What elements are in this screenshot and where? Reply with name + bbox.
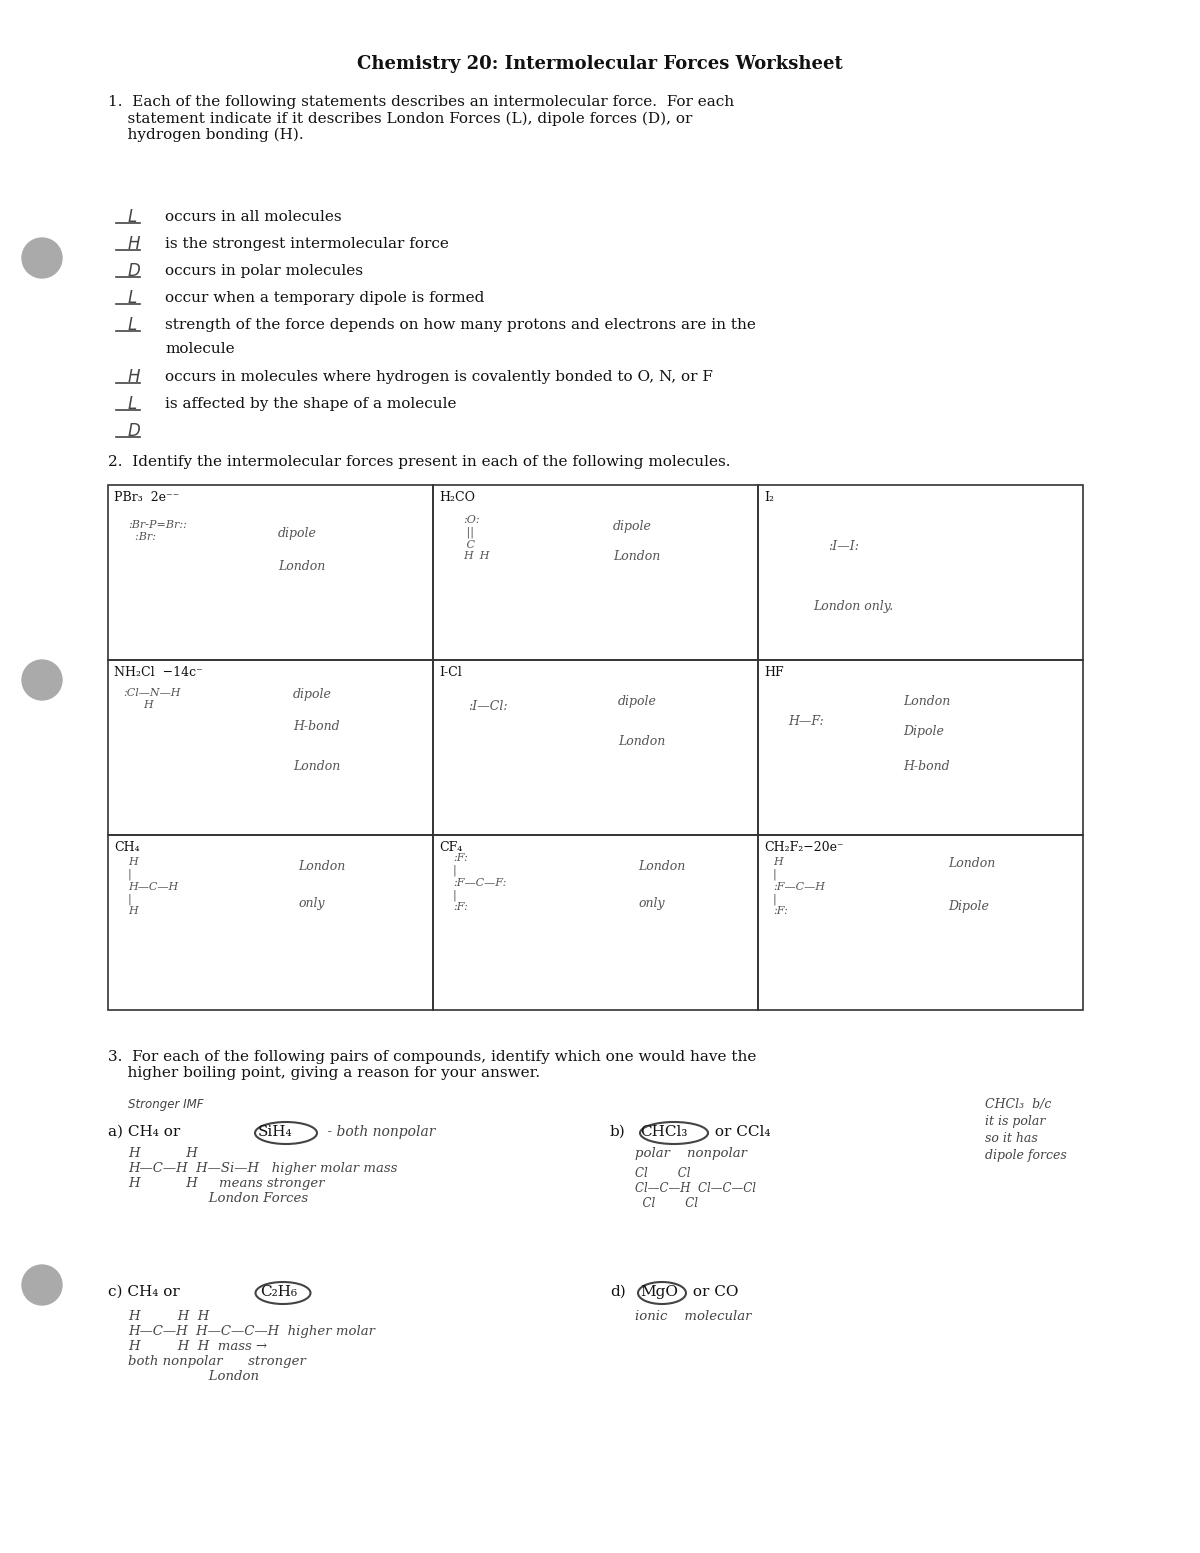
- Text: so it has: so it has: [985, 1132, 1038, 1145]
- Text: London: London: [298, 860, 346, 873]
- Text: MgO: MgO: [640, 1284, 678, 1298]
- Text: CF₄: CF₄: [439, 842, 462, 854]
- Text: is affected by the shape of a molecule: is affected by the shape of a molecule: [166, 398, 456, 412]
- Text: CH₄: CH₄: [114, 842, 139, 854]
- Text: H-bond: H-bond: [293, 721, 340, 733]
- Text: H
|
:F—C—H
|
:F:: H | :F—C—H | :F:: [773, 857, 826, 916]
- Text: polar    nonpolar: polar nonpolar: [635, 1148, 746, 1160]
- Text: London: London: [618, 735, 665, 749]
- Bar: [108, 836, 433, 1009]
- Text: :I—I:: :I—I:: [828, 540, 859, 553]
- Text: Stronger IMF: Stronger IMF: [128, 1098, 204, 1110]
- Text: Dipole: Dipole: [904, 725, 944, 738]
- Text: London: London: [638, 860, 685, 873]
- Text: London: London: [904, 696, 950, 708]
- Text: only: only: [638, 898, 665, 910]
- Text: 1.  Each of the following statements describes an intermolecular force.  For eac: 1. Each of the following statements desc…: [108, 95, 734, 143]
- Text: Cl        Cl
Cl—C—H  Cl—C—Cl
  Cl        Cl: Cl Cl Cl—C—H Cl—C—Cl Cl Cl: [635, 1166, 756, 1210]
- Text: Chemistry 20: Intermolecular Forces Worksheet: Chemistry 20: Intermolecular Forces Work…: [358, 54, 842, 73]
- Text: C₂H₆: C₂H₆: [260, 1284, 298, 1298]
- Text: a) CH₄ or: a) CH₄ or: [108, 1124, 180, 1138]
- Text: :F:
|
:F—C—F:
|
:F:: :F: | :F—C—F: | :F:: [454, 853, 506, 913]
- Text: HF: HF: [764, 666, 784, 679]
- Text: :O:
 ||
 C
H  H: :O: || C H H: [463, 516, 490, 561]
- Bar: [758, 660, 1084, 836]
- Text: occurs in polar molecules: occurs in polar molecules: [166, 264, 364, 278]
- Text: dipole: dipole: [293, 688, 332, 700]
- Bar: [758, 485, 1084, 660]
- Text: NH₂Cl  −14c⁻: NH₂Cl −14c⁻: [114, 666, 203, 679]
- Text: only: only: [298, 898, 325, 910]
- Text: H-bond: H-bond: [904, 759, 949, 773]
- Text: is the strongest intermolecular force: is the strongest intermolecular force: [166, 238, 449, 252]
- Bar: [758, 836, 1084, 1009]
- Text: H         H  H
H—C—H  H—C—C—H  higher molar
H         H  H  mass →
both nonpolar: H H H H—C—H H—C—C—H higher molar H H H m…: [128, 1311, 374, 1384]
- Text: :Br-P=Br::
  :Br:: :Br-P=Br:: :Br:: [128, 520, 187, 542]
- Text: dipole: dipole: [618, 696, 656, 708]
- Bar: [108, 660, 433, 836]
- Text: 2.  Identify the intermolecular forces present in each of the following molecule: 2. Identify the intermolecular forces pr…: [108, 455, 731, 469]
- Text: strength of the force depends on how many protons and electrons are in the: strength of the force depends on how man…: [166, 318, 756, 332]
- Text: molecule: molecule: [166, 342, 235, 356]
- Text: occurs in molecules where hydrogen is covalently bonded to O, N, or F: occurs in molecules where hydrogen is co…: [166, 370, 713, 384]
- Text: H—F:: H—F:: [788, 714, 823, 728]
- Text: L: L: [128, 315, 137, 334]
- Text: dipole: dipole: [278, 526, 317, 540]
- Text: London: London: [613, 550, 660, 564]
- Text: London: London: [948, 857, 995, 870]
- Text: H: H: [128, 368, 140, 387]
- Text: dipole: dipole: [613, 520, 652, 533]
- Text: L: L: [128, 394, 137, 413]
- Text: London only.: London only.: [814, 599, 893, 613]
- Text: London: London: [293, 759, 341, 773]
- Bar: [433, 660, 758, 836]
- Text: dipole forces: dipole forces: [985, 1149, 1067, 1162]
- Text: Dipole: Dipole: [948, 901, 989, 913]
- Text: it is polar: it is polar: [985, 1115, 1045, 1127]
- Text: H           H
H—C—H  H—Si—H   higher molar mass
H           H     means stronger: H H H—C—H H—Si—H higher molar mass H H m…: [128, 1148, 397, 1205]
- Text: ionic    molecular: ionic molecular: [635, 1311, 751, 1323]
- Text: b): b): [610, 1124, 625, 1138]
- Text: :I—Cl:: :I—Cl:: [468, 700, 508, 713]
- Circle shape: [22, 238, 62, 278]
- Text: c) CH₄ or: c) CH₄ or: [108, 1284, 180, 1298]
- Bar: [433, 836, 758, 1009]
- Circle shape: [22, 660, 62, 700]
- Text: or CCl₄: or CCl₄: [710, 1124, 770, 1138]
- Text: PBr₃  2e⁻⁻: PBr₃ 2e⁻⁻: [114, 491, 179, 505]
- Text: or CO: or CO: [688, 1284, 738, 1298]
- Text: D: D: [128, 262, 140, 280]
- Text: H: H: [128, 235, 140, 253]
- Text: :Cl—N—H
      H: :Cl—N—H H: [124, 688, 180, 710]
- Text: L: L: [128, 208, 137, 227]
- Text: 3.  For each of the following pairs of compounds, identify which one would have : 3. For each of the following pairs of co…: [108, 1050, 756, 1081]
- Text: CHCl₃: CHCl₃: [640, 1124, 688, 1138]
- Text: I-Cl: I-Cl: [439, 666, 462, 679]
- Text: H
|
H—C—H
|
H: H | H—C—H | H: [128, 857, 179, 916]
- Text: occurs in all molecules: occurs in all molecules: [166, 210, 342, 224]
- Text: D: D: [128, 422, 140, 439]
- Bar: [108, 485, 433, 660]
- Text: CHCl₃  b/c: CHCl₃ b/c: [985, 1098, 1051, 1110]
- Text: occur when a temporary dipole is formed: occur when a temporary dipole is formed: [166, 290, 485, 304]
- Text: London: London: [278, 561, 325, 573]
- Text: - both nonpolar: - both nonpolar: [323, 1124, 436, 1138]
- Text: SiH₄: SiH₄: [258, 1124, 293, 1138]
- Text: H₂CO: H₂CO: [439, 491, 475, 505]
- Text: d): d): [610, 1284, 625, 1298]
- Text: I₂: I₂: [764, 491, 774, 505]
- Text: L: L: [128, 289, 137, 307]
- Bar: [433, 485, 758, 660]
- Text: CH₂F₂−20e⁻: CH₂F₂−20e⁻: [764, 842, 844, 854]
- Circle shape: [22, 1266, 62, 1305]
